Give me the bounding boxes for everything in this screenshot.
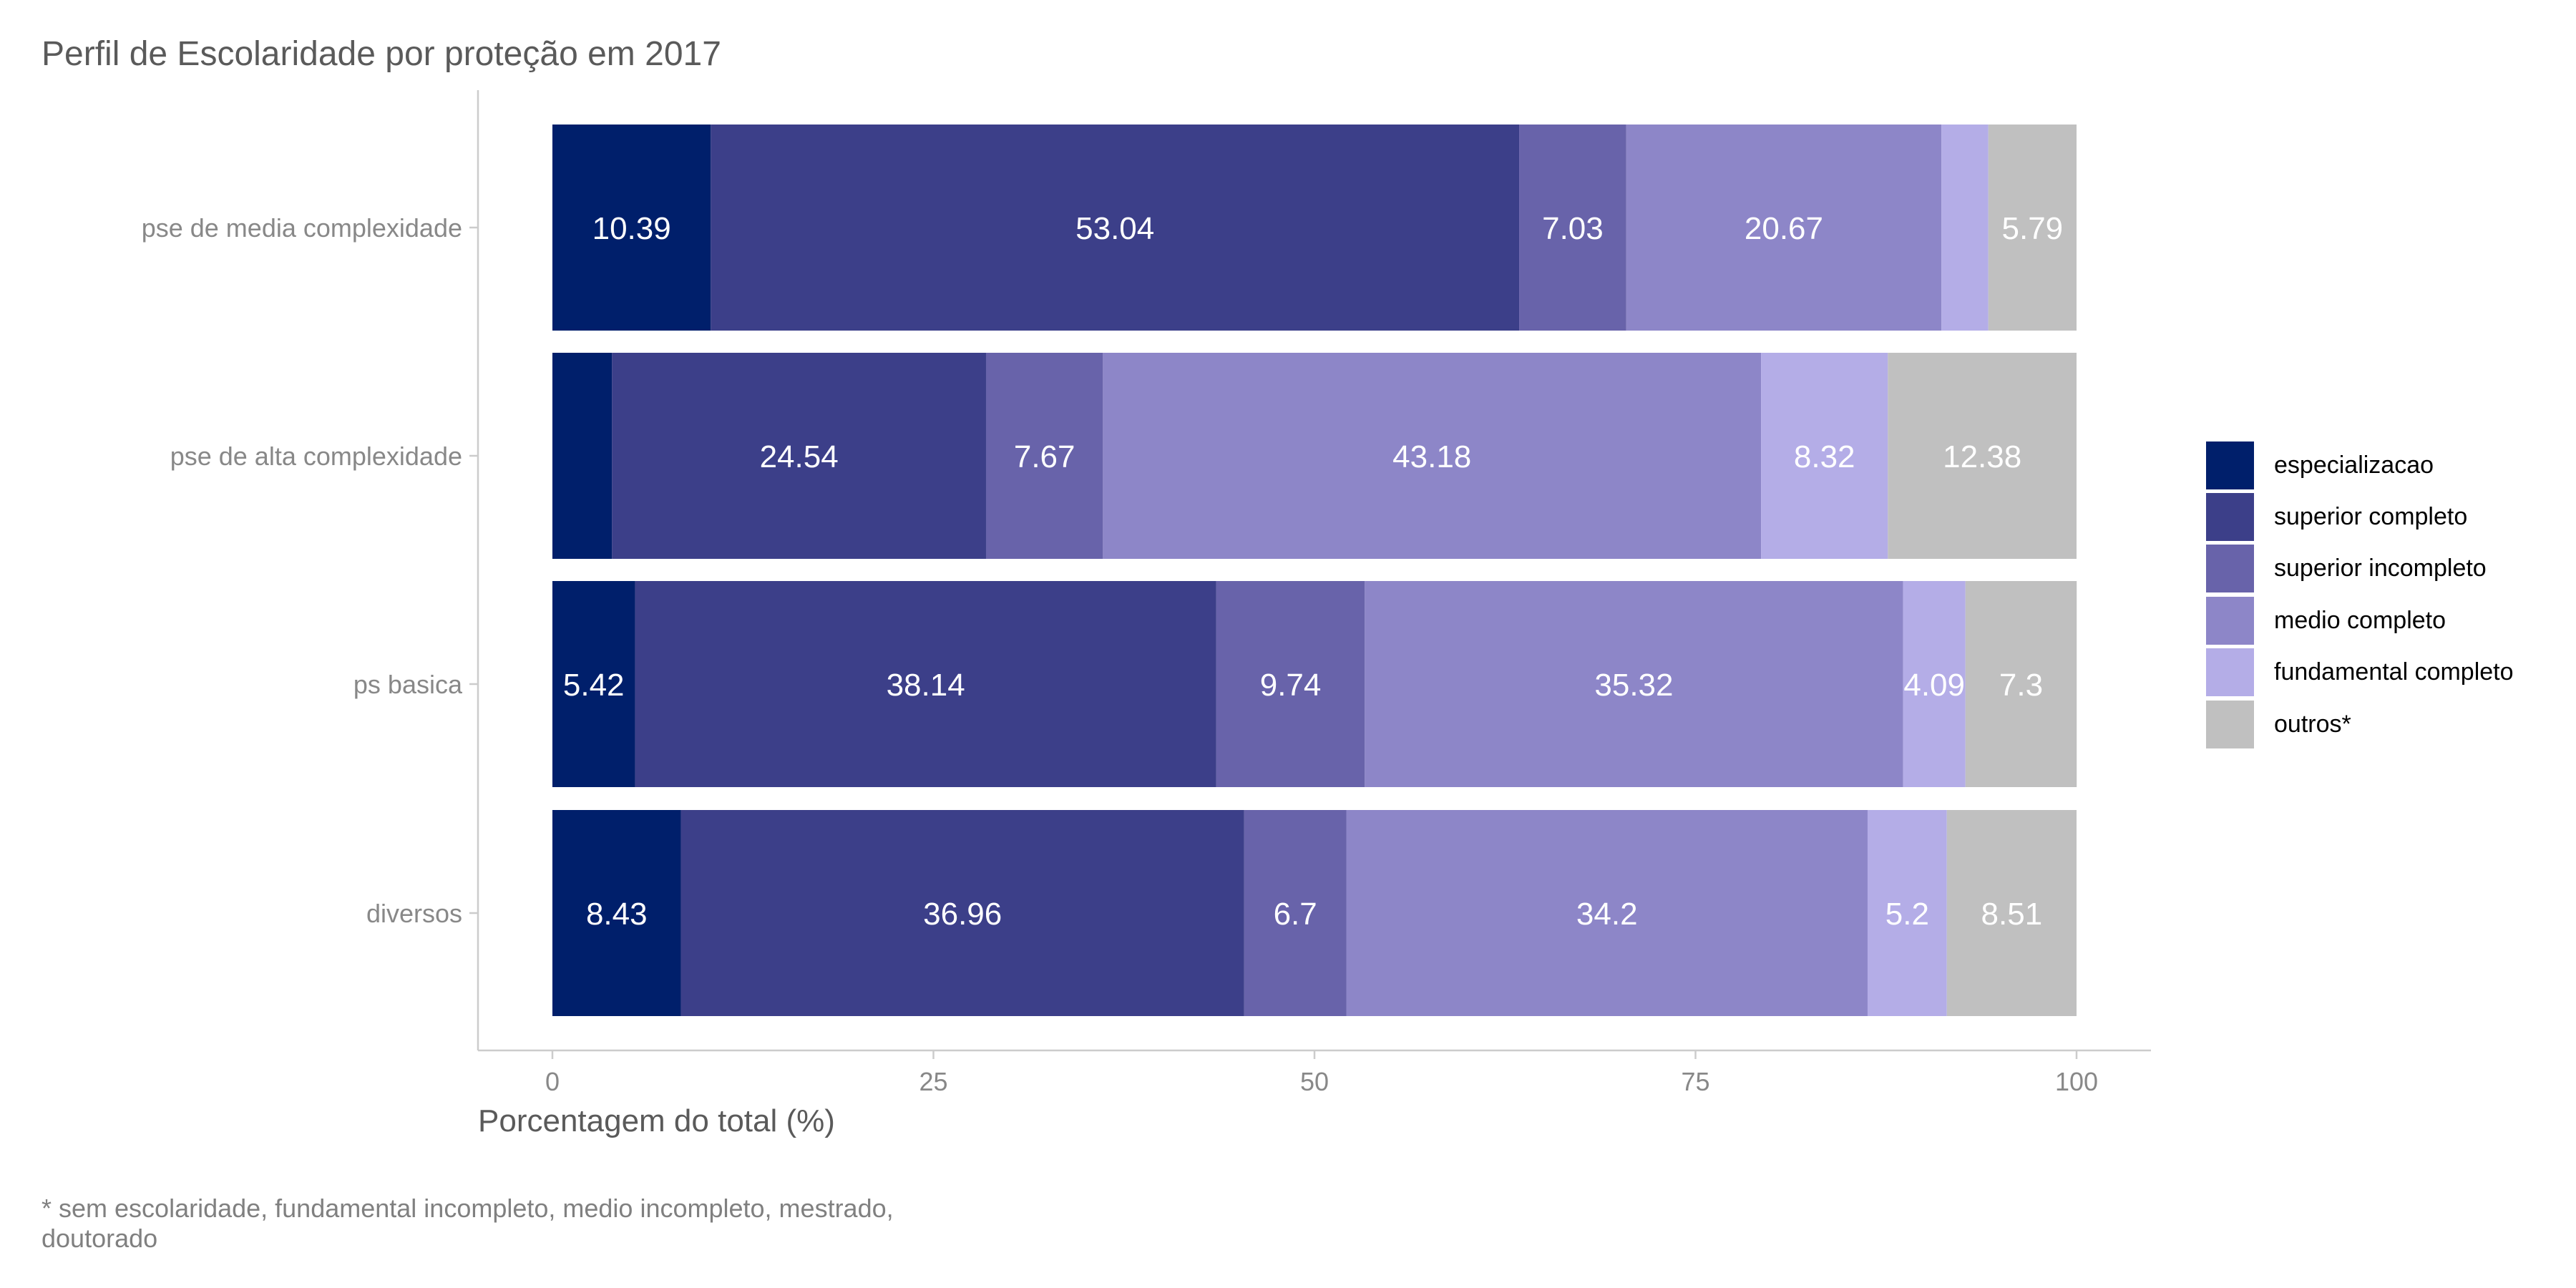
bar-segment <box>1965 581 2077 787</box>
x-tick-label: 100 <box>2055 1067 2098 1096</box>
legend-label: fundamental completo <box>2274 658 2514 686</box>
data-label: 8.32 <box>1794 439 1855 474</box>
data-label: 34.2 <box>1576 897 1638 932</box>
data-label: 43.18 <box>1392 439 1471 474</box>
bar-segment <box>1365 581 1903 787</box>
data-label: 8.43 <box>586 897 648 932</box>
y-tick-label: diversos <box>366 899 462 928</box>
data-label: 5.79 <box>2002 211 2064 246</box>
bar-segment <box>1946 810 2077 1016</box>
bar-segment <box>552 353 613 559</box>
bar-segment <box>1941 125 1989 331</box>
bar-segment <box>1888 353 2077 559</box>
data-label: 4.09 <box>1903 668 1965 703</box>
legend-swatch <box>2206 545 2254 593</box>
bar-segment <box>1626 125 1942 331</box>
legend-item: outros* <box>2206 698 2514 750</box>
legend-swatch <box>2206 493 2254 542</box>
bar-segment <box>1903 581 1966 787</box>
legend-swatch <box>2206 700 2254 748</box>
x-tick-label: 0 <box>545 1067 560 1096</box>
data-label: 12.38 <box>1943 439 2021 474</box>
data-label: 8.51 <box>1981 897 2043 932</box>
legend-swatch <box>2206 441 2254 489</box>
legend-label: superior completo <box>2274 503 2468 531</box>
legend-label: superior incompleto <box>2274 555 2487 582</box>
legend-swatch <box>2206 596 2254 645</box>
bar-segment <box>1244 810 1347 1016</box>
bar-segment <box>1216 581 1365 787</box>
legend-swatch <box>2206 648 2254 697</box>
bar-segment <box>1761 353 1888 559</box>
data-label: 5.42 <box>563 668 625 703</box>
x-tick-label: 25 <box>919 1067 947 1096</box>
legend-item: medio completo <box>2206 595 2514 646</box>
bar-segment <box>711 125 1520 331</box>
chart-title: Perfil de Escolaridade por proteção em 2… <box>42 35 721 73</box>
x-axis-title: Porcentagem do total (%) <box>478 1103 835 1138</box>
bar-segment <box>552 581 635 787</box>
data-label: 24.54 <box>760 439 839 474</box>
data-label: 7.03 <box>1542 211 1604 246</box>
chart-footnote: * sem escolaridade, fundamental incomple… <box>42 1194 894 1253</box>
data-label: 20.67 <box>1745 211 1823 246</box>
legend-label: medio completo <box>2274 606 2446 634</box>
bar-segment <box>1103 353 1762 559</box>
bar-segment <box>612 353 986 559</box>
bar-segment <box>985 353 1103 559</box>
data-label: 6.7 <box>1274 897 1317 932</box>
legend-item: especializacao <box>2206 439 2514 491</box>
bar-segment <box>1346 810 1868 1016</box>
data-label: 36.96 <box>923 897 1002 932</box>
legend-item: superior incompleto <box>2206 543 2514 595</box>
x-tick-label: 75 <box>1681 1067 1709 1096</box>
data-label: 35.32 <box>1594 668 1673 703</box>
legend-label: especializacao <box>2274 451 2434 479</box>
x-tick-label: 50 <box>1300 1067 1329 1096</box>
bar-segment <box>680 810 1244 1016</box>
bar-segment <box>552 125 711 331</box>
chart-legend: especializacao superior completo superior … <box>2206 439 2514 750</box>
legend-item: superior completo <box>2206 491 2514 542</box>
legend-item: fundamental completo <box>2206 647 2514 698</box>
data-label: 53.04 <box>1075 211 1154 246</box>
data-label: 7.3 <box>1999 668 2043 703</box>
data-label: 5.2 <box>1885 897 1929 932</box>
y-tick-label: pse de alta complexidade <box>170 441 462 471</box>
data-label: 10.39 <box>592 211 671 246</box>
bar-segment <box>1519 125 1626 331</box>
data-label: 38.14 <box>887 668 965 703</box>
bar-segment <box>1988 125 2077 331</box>
legend-label: outros* <box>2274 710 2351 738</box>
y-tick-label: pse de media complexidade <box>142 213 462 243</box>
data-label: 7.67 <box>1014 439 1075 474</box>
data-label: 9.74 <box>1260 668 1322 703</box>
bar-segment <box>635 581 1216 787</box>
y-tick-label: ps basica <box>353 670 463 699</box>
bar-segment <box>1867 810 1947 1016</box>
bar-segment <box>552 810 681 1016</box>
